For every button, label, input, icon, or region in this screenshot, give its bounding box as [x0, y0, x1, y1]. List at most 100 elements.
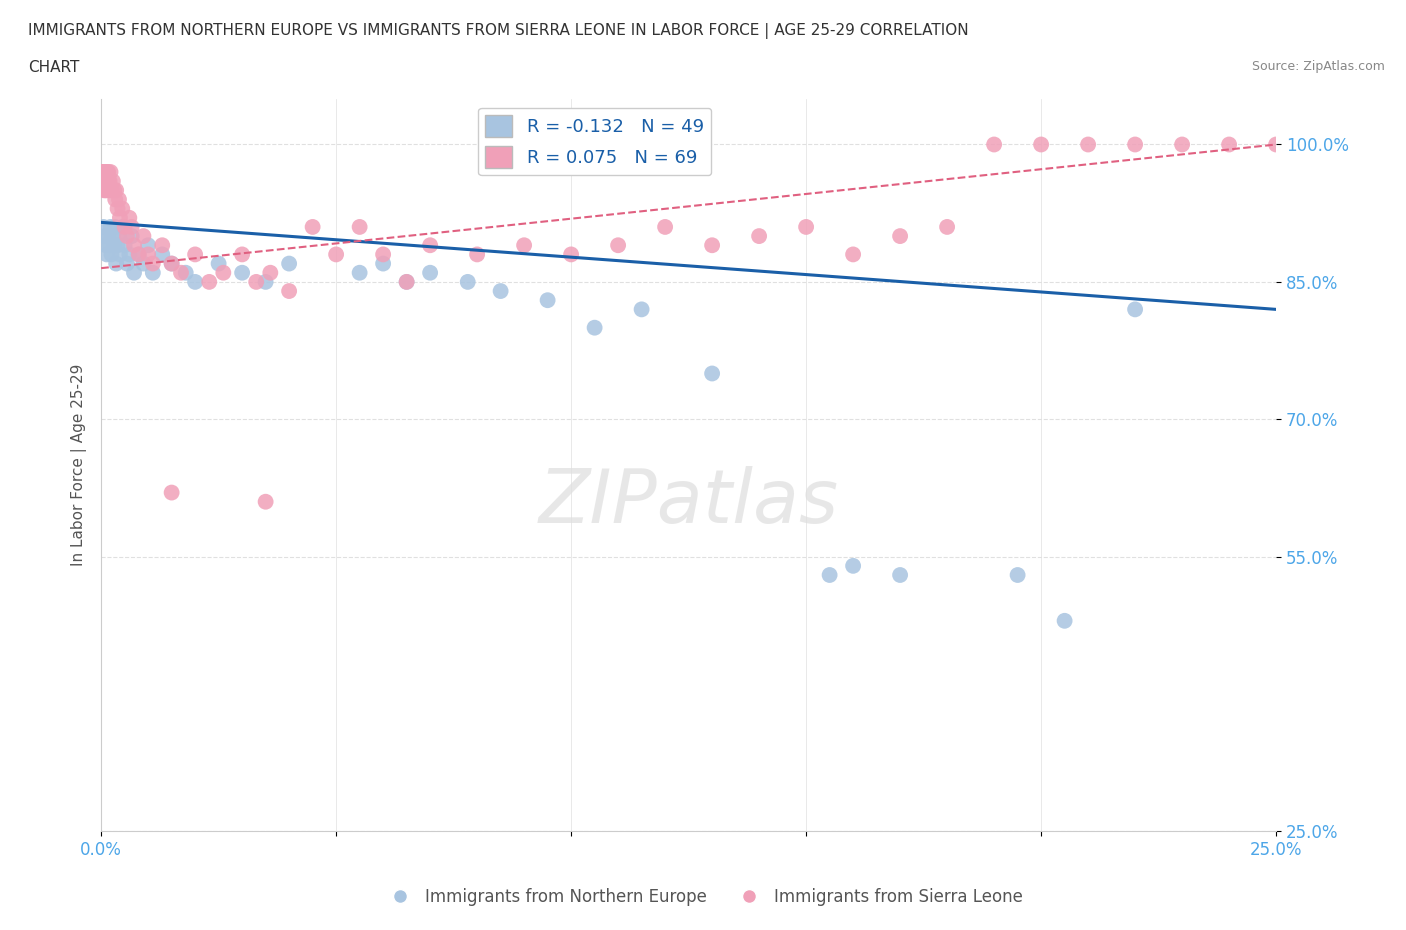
Point	[184, 274, 207, 289]
Point	[97, 174, 120, 189]
Point	[583, 320, 606, 335]
Point	[654, 219, 676, 234]
Text: CHART: CHART	[28, 60, 80, 75]
Text: ZIPatlas: ZIPatlas	[538, 466, 838, 538]
Point	[128, 247, 150, 262]
Point	[100, 183, 122, 198]
Point	[100, 247, 122, 262]
Point	[108, 247, 131, 262]
Point	[457, 274, 479, 289]
Point	[842, 558, 865, 573]
Point	[100, 219, 122, 234]
Point	[371, 256, 394, 271]
Point	[278, 256, 301, 271]
Point	[489, 284, 512, 299]
Point	[889, 229, 911, 244]
Point	[94, 229, 117, 244]
Point	[198, 274, 221, 289]
Point	[349, 265, 371, 280]
Point	[121, 229, 143, 244]
Point	[98, 174, 121, 189]
Point	[94, 165, 117, 179]
Point	[111, 201, 134, 216]
Point	[136, 247, 159, 262]
Point	[114, 219, 136, 234]
Point	[103, 238, 125, 253]
Point	[118, 247, 141, 262]
Point	[1029, 137, 1052, 152]
Point	[122, 265, 145, 280]
Point	[160, 485, 183, 500]
Point	[93, 174, 115, 189]
Point	[93, 183, 115, 198]
Point	[136, 238, 159, 253]
Point	[301, 219, 323, 234]
Point	[278, 284, 301, 299]
Point	[607, 238, 630, 253]
Point	[936, 219, 959, 234]
Point	[132, 256, 155, 271]
Point	[114, 238, 136, 253]
Point	[889, 567, 911, 582]
Point	[97, 165, 120, 179]
Point	[560, 247, 582, 262]
Text: Source: ZipAtlas.com: Source: ZipAtlas.com	[1251, 60, 1385, 73]
Point	[465, 247, 488, 262]
Point	[536, 293, 558, 308]
Point	[94, 174, 117, 189]
Point	[142, 265, 165, 280]
Point	[254, 494, 277, 509]
Point	[842, 247, 865, 262]
Point	[132, 229, 155, 244]
Point	[128, 247, 150, 262]
Point	[700, 366, 723, 381]
Point	[94, 183, 117, 198]
Point	[115, 229, 138, 244]
Point	[107, 238, 129, 253]
Point	[104, 192, 127, 206]
Y-axis label: In Labor Force | Age 25-29: In Labor Force | Age 25-29	[72, 364, 87, 566]
Point	[98, 183, 121, 198]
Point	[1123, 302, 1146, 317]
Point	[1265, 137, 1288, 152]
Point	[983, 137, 1005, 152]
Point	[818, 567, 841, 582]
Point	[184, 247, 207, 262]
Point	[513, 238, 536, 253]
Point	[111, 219, 134, 234]
Point	[101, 229, 124, 244]
Point	[371, 247, 394, 262]
Point	[748, 229, 770, 244]
Point	[254, 274, 277, 289]
Point	[231, 265, 253, 280]
Point	[101, 174, 124, 189]
Point	[122, 238, 145, 253]
Point	[259, 265, 281, 280]
Point	[1123, 137, 1146, 152]
Point	[1171, 137, 1194, 152]
Point	[94, 238, 117, 253]
Point	[100, 165, 122, 179]
Point	[245, 274, 267, 289]
Point	[108, 210, 131, 225]
Text: IMMIGRANTS FROM NORTHERN EUROPE VS IMMIGRANTS FROM SIERRA LEONE IN LABOR FORCE |: IMMIGRANTS FROM NORTHERN EUROPE VS IMMIG…	[28, 23, 969, 39]
Point	[93, 165, 115, 179]
Point	[118, 210, 141, 225]
Point	[1077, 137, 1099, 152]
Point	[349, 219, 371, 234]
Point	[794, 219, 817, 234]
Point	[108, 229, 131, 244]
Point	[91, 165, 114, 179]
Point	[174, 265, 197, 280]
Point	[142, 256, 165, 271]
Point	[96, 247, 118, 262]
Point	[104, 219, 127, 234]
Point	[395, 274, 418, 289]
Point	[150, 247, 173, 262]
Point	[103, 183, 125, 198]
Point	[160, 256, 183, 271]
Point	[212, 265, 235, 280]
Point	[395, 274, 418, 289]
Point	[105, 183, 128, 198]
Point	[419, 265, 441, 280]
